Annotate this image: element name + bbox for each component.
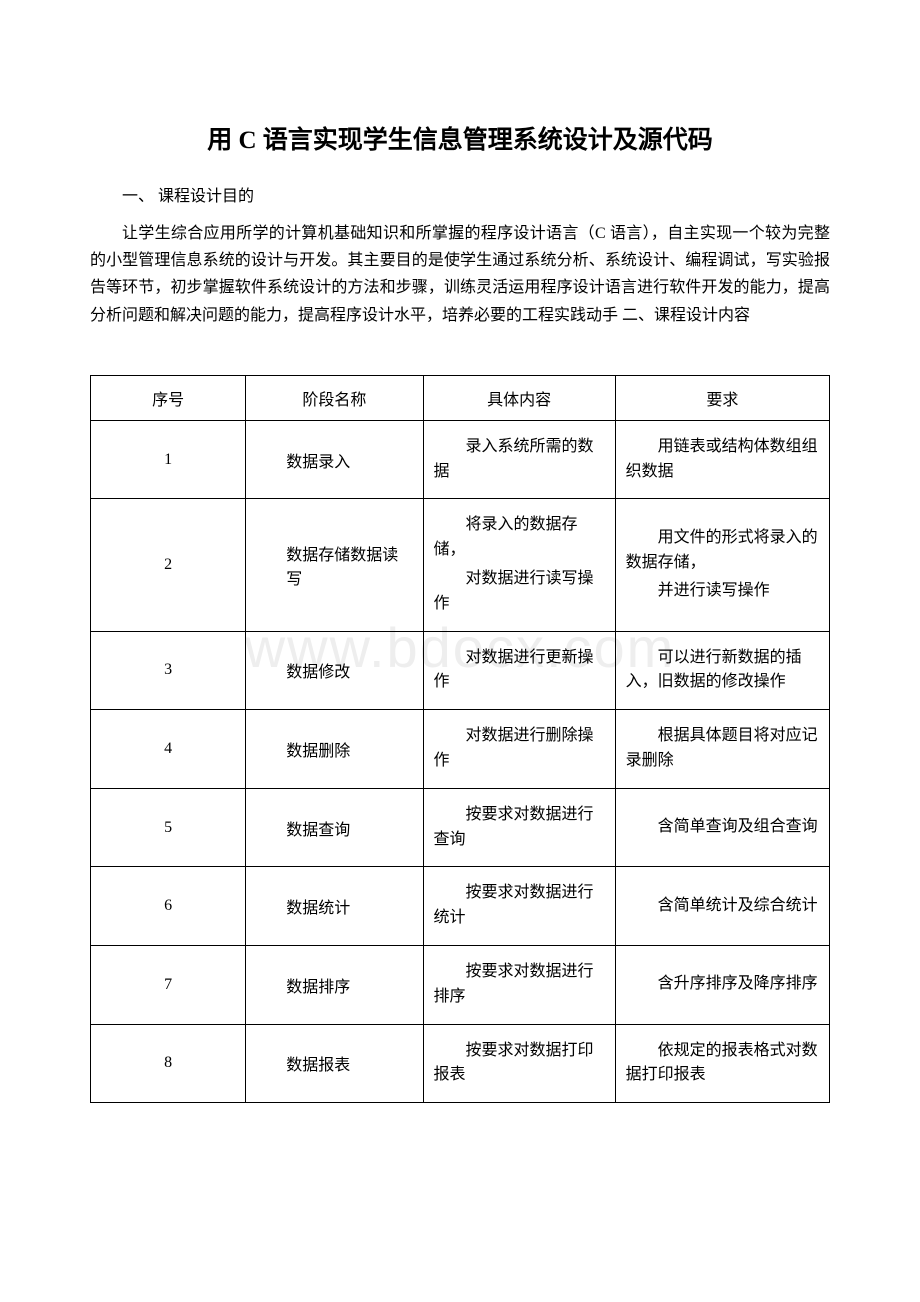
- cell-requirement: 用文件的形式将录入的数据存储， 并进行读写操作: [615, 499, 829, 631]
- cell-requirement-a: 用文件的形式将录入的数据存储，: [626, 526, 819, 576]
- table-row: 4 数据删除 对数据进行删除操作 根据具体题目将对应记录删除: [91, 710, 830, 789]
- cell-requirement: 用链表或结构体数组组织数据: [615, 420, 829, 499]
- cell-content: 按要求对数据进行查询: [423, 788, 615, 867]
- cell-stage: 数据报表: [246, 1024, 423, 1103]
- cell-stage: 数据排序: [246, 945, 423, 1024]
- cell-stage: 数据录入: [246, 420, 423, 499]
- cell-stage: 数据查询: [246, 788, 423, 867]
- paragraph-1: 让学生综合应用所学的计算机基础知识和所掌握的程序设计语言（C 语言），自主实现一…: [90, 220, 830, 329]
- header-content: 具体内容: [423, 375, 615, 420]
- course-design-table: 序号 阶段名称 具体内容 要求 1 数据录入 录入系统所需的数据 用链表或结构体…: [90, 375, 830, 1103]
- cell-num: 3: [91, 631, 246, 710]
- cell-requirement: 含简单统计及综合统计: [615, 867, 829, 946]
- cell-num: 6: [91, 867, 246, 946]
- cell-content-b: 对数据进行读写操作: [434, 567, 605, 617]
- cell-stage: 数据存储数据读写: [246, 499, 423, 631]
- header-seq: 序号: [91, 375, 246, 420]
- cell-num: 2: [91, 499, 246, 631]
- cell-content: 将录入的数据存储， 对数据进行读写操作: [423, 499, 615, 631]
- cell-num: 4: [91, 710, 246, 789]
- cell-requirement-b: 并进行读写操作: [626, 579, 819, 604]
- table-row: 6 数据统计 按要求对数据进行统计 含简单统计及综合统计: [91, 867, 830, 946]
- cell-stage: 数据修改: [246, 631, 423, 710]
- page-title: 用 C 语言实现学生信息管理系统设计及源代码: [90, 120, 830, 156]
- cell-num: 5: [91, 788, 246, 867]
- table-row: 8 数据报表 按要求对数据打印报表 依规定的报表格式对数据打印报表: [91, 1024, 830, 1103]
- cell-requirement: 依规定的报表格式对数据打印报表: [615, 1024, 829, 1103]
- cell-stage: 数据统计: [246, 867, 423, 946]
- header-stage: 阶段名称: [246, 375, 423, 420]
- cell-content: 录入系统所需的数据: [423, 420, 615, 499]
- cell-content-a: 将录入的数据存储，: [434, 513, 605, 563]
- header-requirement: 要求: [615, 375, 829, 420]
- cell-num: 8: [91, 1024, 246, 1103]
- cell-requirement: 含简单查询及组合查询: [615, 788, 829, 867]
- table-row: 7 数据排序 按要求对数据进行排序 含升序排序及降序排序: [91, 945, 830, 1024]
- table-header-row: 序号 阶段名称 具体内容 要求: [91, 375, 830, 420]
- cell-content: 对数据进行更新操作: [423, 631, 615, 710]
- cell-content: 按要求对数据进行统计: [423, 867, 615, 946]
- table-row: 5 数据查询 按要求对数据进行查询 含简单查询及组合查询: [91, 788, 830, 867]
- table-row: 3 数据修改 对数据进行更新操作 可以进行新数据的插入，旧数据的修改操作: [91, 631, 830, 710]
- cell-stage: 数据删除: [246, 710, 423, 789]
- cell-content: 按要求对数据进行排序: [423, 945, 615, 1024]
- cell-requirement: 根据具体题目将对应记录删除: [615, 710, 829, 789]
- cell-num: 7: [91, 945, 246, 1024]
- cell-num: 1: [91, 420, 246, 499]
- cell-content: 对数据进行删除操作: [423, 710, 615, 789]
- cell-requirement: 可以进行新数据的插入，旧数据的修改操作: [615, 631, 829, 710]
- section-1-heading: 一、 课程设计目的: [90, 182, 830, 206]
- table-row: 1 数据录入 录入系统所需的数据 用链表或结构体数组组织数据: [91, 420, 830, 499]
- cell-content: 按要求对数据打印报表: [423, 1024, 615, 1103]
- cell-requirement: 含升序排序及降序排序: [615, 945, 829, 1024]
- table-row: 2 数据存储数据读写 将录入的数据存储， 对数据进行读写操作 用文件的形式将录入…: [91, 499, 830, 631]
